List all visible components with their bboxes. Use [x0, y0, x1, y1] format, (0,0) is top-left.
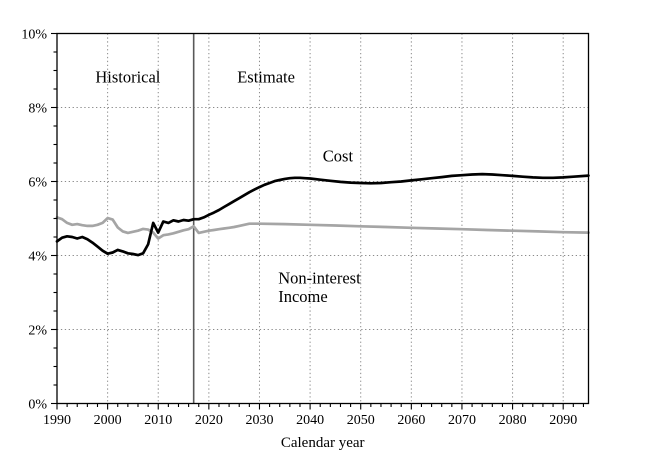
y-tick-label: 4%: [28, 250, 47, 265]
x-tick-label: 2020: [195, 413, 223, 428]
historical-label: Historical: [95, 67, 160, 86]
gridlines: [57, 33, 589, 404]
non-interest-income-label-line2: Income: [278, 287, 327, 306]
x-tick-label: 2010: [144, 413, 172, 428]
x-tick-label: 2060: [397, 413, 425, 428]
axis-ticks: [51, 32, 584, 410]
estimate-label: Estimate: [237, 67, 295, 86]
y-tick-label: 8%: [28, 102, 47, 117]
non-interest-income-line: [55, 216, 590, 240]
data-series: [55, 172, 590, 257]
non-interest-income-label-line1: Non-interest: [278, 268, 361, 287]
x-axis-title: Calendar year: [281, 435, 365, 451]
axis-tick-labels: 1990 2000 2010 2020 2030 2040 2050 2060 2070 2080…: [21, 28, 577, 429]
cost-label: Cost: [323, 147, 354, 166]
x-tick-label: 2030: [245, 413, 273, 428]
x-tick-label: 2000: [94, 413, 122, 428]
plot-frame: [56, 32, 590, 405]
x-tick-label: 2050: [347, 413, 375, 428]
y-tick-label: 2%: [28, 324, 47, 339]
y-tick-label: 6%: [28, 176, 47, 191]
cost-line: [55, 172, 590, 257]
y-tick-label: 0%: [28, 398, 47, 413]
x-tick-label: 2040: [296, 413, 324, 428]
plot-border: [56, 32, 590, 405]
x-tick-label: 2070: [448, 413, 476, 428]
x-tick-label: 2080: [499, 413, 527, 428]
x-tick-label: 1990: [43, 413, 71, 428]
x-tick-label: 2090: [549, 413, 577, 428]
y-tick-label: 10%: [21, 28, 47, 43]
